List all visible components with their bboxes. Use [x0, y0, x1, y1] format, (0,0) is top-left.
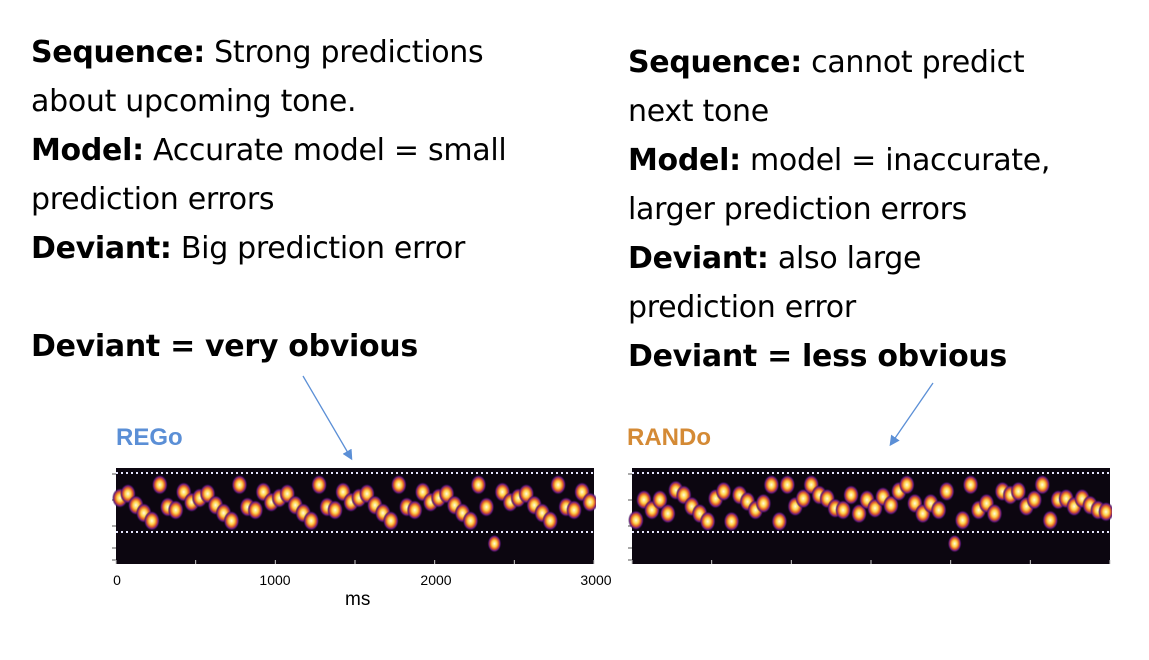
deviant-tone-mark: [487, 534, 502, 553]
x-tick-label: 2000: [420, 572, 452, 588]
reg-spectrogram: [112, 468, 596, 564]
tone-mark: [382, 510, 399, 531]
tone-mark: [851, 503, 868, 524]
left-conclusion: Deviant = very obvious: [31, 329, 418, 364]
label: Sequence:: [31, 35, 205, 70]
right-line: next tone: [628, 87, 1050, 136]
tone-mark: [882, 495, 899, 516]
x-tick-label: 3000: [580, 572, 612, 588]
x-axis-label: ms: [345, 589, 371, 610]
text: also large: [768, 241, 922, 276]
right-line: Sequence: cannot predict: [628, 38, 1050, 87]
right-conclusion: Deviant = less obvious: [628, 339, 1007, 374]
tone-mark: [390, 474, 407, 495]
deviant-tone-mark: [947, 534, 962, 553]
tone-mark: [550, 474, 567, 495]
tone-mark: [835, 500, 852, 520]
tone-mark: [755, 493, 772, 514]
tone-mark: [1010, 481, 1027, 502]
tone-mark: [651, 489, 668, 510]
tone-mark: [954, 510, 971, 531]
tone-mark: [478, 497, 495, 517]
plot-background: [116, 468, 594, 564]
tone-mark: [1034, 474, 1051, 495]
x-tick-label: 1000: [259, 572, 291, 588]
label: Sequence:: [628, 45, 802, 80]
tone-mark: [462, 510, 479, 531]
tone-mark: [231, 474, 248, 495]
tone-mark: [311, 474, 328, 495]
tone-mark: [1042, 510, 1059, 531]
tone-mark: [795, 488, 812, 509]
left-line: Sequence: Strong predictions: [31, 28, 506, 77]
rand-spectrogram: [628, 468, 1112, 564]
label: Deviant:: [628, 241, 769, 276]
arrow-reg-deviant: [302, 375, 353, 461]
tone-mark: [723, 511, 740, 532]
right-line: larger prediction errors: [628, 185, 1050, 234]
tone-mark: [223, 510, 240, 531]
tone-mark: [566, 500, 583, 520]
tone-mark: [406, 500, 423, 520]
text: model = inaccurate,: [740, 143, 1051, 178]
reg-title: REGo: [116, 424, 183, 451]
tone-mark: [715, 481, 732, 502]
left-text-block: Sequence: Strong predictions about upcom…: [31, 28, 507, 371]
tone-mark: [303, 510, 320, 531]
left-line: about upcoming tone.: [31, 77, 506, 126]
left-line: prediction errors: [31, 175, 506, 224]
tone-mark: [1026, 489, 1043, 510]
text: prediction error: [628, 290, 856, 325]
tone-mark: [151, 474, 168, 495]
right-text-block: Sequence: cannot predict next tone Model…: [628, 38, 1050, 381]
tone-mark: [779, 474, 796, 495]
left-line: Model: Accurate model = small: [31, 126, 507, 175]
tone-mark: [582, 492, 596, 513]
tone-mark: [843, 485, 860, 505]
tone-mark: [898, 474, 915, 495]
text: Accurate model = small: [143, 133, 507, 168]
tone-mark: [247, 500, 264, 520]
right-line: Deviant: also large: [628, 234, 1050, 283]
tone-mark: [327, 500, 344, 520]
text: Big prediction error: [171, 231, 466, 266]
tone-mark: [659, 503, 676, 524]
tone-mark: [699, 511, 716, 532]
tone-mark: [542, 510, 559, 531]
arrow-rand-deviant: [889, 382, 934, 447]
tone-mark: [143, 510, 160, 531]
label: Model:: [31, 133, 144, 168]
tone-mark: [1098, 501, 1112, 522]
tone-mark: [930, 500, 947, 520]
label: Deviant:: [31, 231, 172, 266]
tone-mark: [167, 500, 184, 520]
left-line: Deviant: Big prediction error: [31, 224, 506, 273]
text: next tone: [628, 94, 769, 129]
text: Strong predictions: [204, 35, 484, 70]
tone-mark: [470, 474, 487, 495]
tone-mark: [986, 503, 1003, 524]
text: larger prediction errors: [628, 192, 968, 227]
text: prediction errors: [31, 182, 275, 217]
right-line: prediction error: [628, 283, 1050, 332]
rand-title: RANDo: [627, 424, 711, 451]
tone-mark: [771, 511, 788, 532]
label: Model:: [628, 143, 741, 178]
tone-mark: [962, 474, 979, 495]
right-line: Model: model = inaccurate,: [628, 136, 1050, 185]
tone-mark: [763, 474, 780, 495]
tone-mark: [938, 481, 955, 502]
x-tick-label: 0: [113, 572, 121, 588]
text: about upcoming tone.: [31, 84, 357, 119]
tone-mark: [628, 510, 644, 531]
text: cannot predict: [801, 45, 1025, 80]
